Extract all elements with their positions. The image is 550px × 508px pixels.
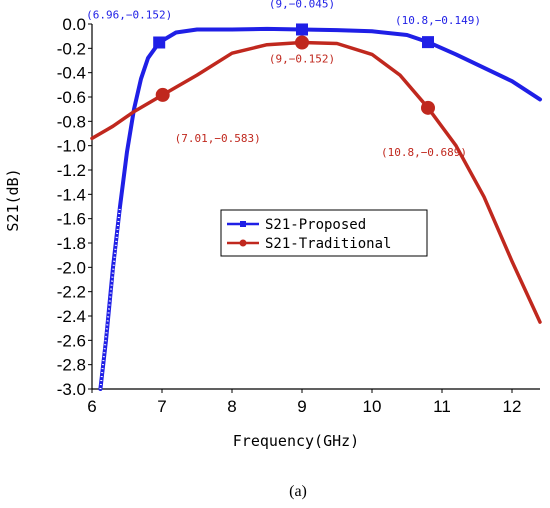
- x-tick-label: 7: [157, 397, 166, 416]
- legend: S21-Proposed S21-Traditional: [220, 209, 428, 257]
- y-tick-label: -2.4: [57, 307, 86, 326]
- legend-label: S21-Proposed: [265, 217, 366, 233]
- y-tick-label: -1.0: [57, 137, 86, 156]
- x-tick-label: 6: [87, 397, 96, 416]
- y-tick-label: -2.8: [57, 356, 86, 375]
- data-label: (10.8,−0.689): [381, 146, 467, 159]
- series-line-proposed: [98, 26, 542, 391]
- series-line-traditional: [90, 40, 542, 324]
- y-tick-label: -2.6: [57, 331, 86, 350]
- y-tick-label: -0.4: [57, 64, 86, 83]
- y-axis-label: S21(dB): [4, 168, 22, 231]
- marker-traditional: [295, 35, 309, 50]
- marker-proposed: [296, 23, 308, 36]
- y-tick-label: -2.2: [57, 283, 86, 302]
- y-tick-label: -2.0: [57, 258, 86, 277]
- y-tick-label: -1.4: [57, 185, 86, 204]
- y-tick-label: -1.8: [57, 234, 86, 253]
- y-tick-label: -0.8: [57, 112, 86, 131]
- data-label: (10.8,−0.149): [395, 14, 481, 27]
- y-tick-label: 0.0: [62, 15, 86, 34]
- y-tick-label: -0.6: [57, 88, 86, 107]
- x-tick-label: 9: [297, 397, 306, 416]
- y-tick-label: -1.2: [57, 161, 86, 180]
- x-axis-label: Frequency(GHz): [233, 432, 359, 450]
- marker-traditional: [421, 100, 435, 115]
- y-tick-label: -1.6: [57, 210, 86, 229]
- y-tick-label: -3.0: [57, 380, 86, 399]
- figure-caption: (a): [289, 483, 307, 500]
- series-dot-overlay: [99, 206, 121, 390]
- y-tick-label: -0.2: [57, 39, 86, 58]
- x-tick-label: 12: [503, 397, 522, 416]
- annotation-labels: (6.96,−0.152) (9,−0.045) (10.8,−0.149) (7.0…: [86, 0, 481, 159]
- data-label: (9,−0.045): [269, 0, 335, 10]
- marker-proposed: [153, 36, 166, 49]
- data-label: (9,−0.152): [269, 52, 335, 65]
- marker-proposed: [422, 36, 434, 49]
- plot-area: [90, 23, 542, 391]
- legend-label: S21-Traditional: [265, 236, 391, 252]
- marker-traditional: [155, 87, 170, 102]
- legend-box: [220, 209, 428, 257]
- legend-marker: [240, 221, 246, 227]
- data-label: (7.01,−0.583): [175, 132, 261, 145]
- x-tick-label: 8: [227, 397, 236, 416]
- legend-marker: [239, 239, 247, 247]
- data-label: (6.96,−0.152): [86, 8, 172, 21]
- x-tick-label: 10: [363, 397, 382, 416]
- axes: 0.0 -0.2 -0.4 -0.6 -0.8 -1.0 -1.2 -1.4 -1.6 -1.8 -…: [57, 15, 540, 416]
- x-tick-label: 11: [433, 397, 451, 416]
